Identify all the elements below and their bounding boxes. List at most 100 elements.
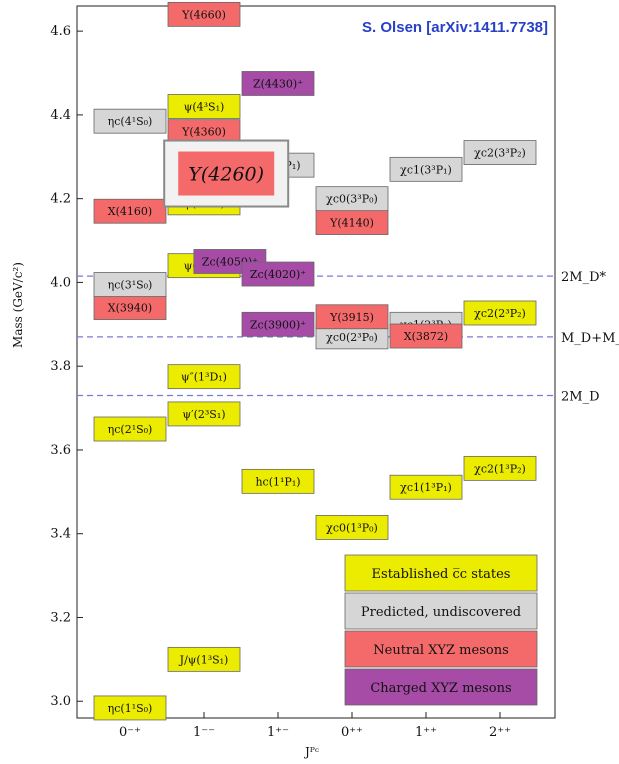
- y-tick-label: 4.6: [50, 24, 71, 39]
- y-tick-label: 4.2: [50, 192, 71, 207]
- state-label: Zc(3900)⁺: [250, 318, 306, 331]
- x-tick-label: 1⁻⁻: [193, 725, 215, 740]
- highlight-callout: Y(4260): [163, 139, 290, 208]
- state-label: X(4160): [108, 205, 152, 218]
- legend-item: Charged XYZ mesons: [344, 668, 538, 706]
- legend-label: Established c̅c states: [372, 567, 511, 582]
- state-box: Z(4430)⁺: [241, 71, 315, 96]
- state-rect: [167, 401, 241, 427]
- legend-swatch: [344, 592, 538, 630]
- credit-label: S. Olsen [arXiv:1411.7738]: [362, 19, 548, 36]
- state-label: hc(1¹P₁): [255, 475, 300, 488]
- state-label: ηc(1¹S₀): [108, 702, 153, 715]
- state-label: J/ψ(1³S₁): [179, 653, 229, 666]
- state-box: ηc(1¹S₀): [93, 695, 167, 721]
- state-rect: [93, 416, 167, 442]
- threshold-label: 2M_D: [561, 390, 600, 405]
- state-box: Y(4140): [315, 210, 389, 235]
- threshold-label: M_D+M_D*: [561, 331, 619, 346]
- state-box: χc2(2³P₂): [463, 300, 537, 326]
- state-label: Z(4430)⁺: [253, 77, 303, 90]
- state-label: Y(4360): [181, 126, 226, 139]
- state-rect: [93, 108, 167, 134]
- state-rect: [315, 210, 389, 235]
- state-boxes: ηc(1¹S₀) ηc(2¹S₀) X(3940) ηc(3¹S₀) X(4160) ηc…: [93, 1, 537, 721]
- state-label: ψ″(1³D₁): [181, 371, 227, 384]
- state-box: ψ″(1³D₁): [167, 364, 241, 390]
- state-box: ηc(4¹S₀): [93, 108, 167, 134]
- state-rect: [93, 272, 167, 297]
- x-axis: 0⁻⁺ 1⁻⁻ 1⁺⁻ 0⁺⁺ 1⁺⁺ 2⁺⁺: [119, 712, 511, 740]
- state-rect: [389, 323, 463, 349]
- legend-item: Predicted, undiscovered: [344, 592, 538, 630]
- state-box: X(3872): [389, 323, 463, 349]
- state-label: ψ(4³S₁): [184, 101, 225, 114]
- state-rect: [93, 695, 167, 721]
- state-label: χc1(1³P₁): [400, 481, 452, 494]
- y-tick-label: 4.0: [50, 275, 71, 290]
- legend-item: Neutral XYZ mesons: [344, 630, 538, 668]
- legend-label: Neutral XYZ mesons: [373, 643, 508, 658]
- legend: Established c̅c states Predicted, undisco…: [344, 554, 538, 706]
- x-tick-label: 0⁻⁺: [119, 725, 141, 740]
- y-tick-label: 3.6: [50, 443, 71, 458]
- state-box: hc(1¹P₁): [241, 468, 315, 494]
- state-box: ψ′(2³S₁): [167, 401, 241, 427]
- x-tick-label: 1⁺⁻: [267, 725, 289, 740]
- state-box: χc2(1³P₂): [463, 455, 537, 481]
- state-label: X(3940): [108, 302, 152, 315]
- state-rect: [463, 300, 537, 326]
- state-rect: [463, 140, 537, 165]
- state-rect: [315, 186, 389, 212]
- threshold-label: 2M_D*: [561, 270, 607, 285]
- state-label: χc2(3³P₂): [474, 147, 526, 160]
- state-rect: [315, 515, 389, 540]
- y-tick-label: 3.2: [50, 610, 71, 625]
- state-box: χc0(3³P₀): [315, 186, 389, 212]
- state-box: Zc(4020)⁺: [241, 261, 315, 287]
- legend-swatch: [344, 668, 538, 706]
- state-rect: [167, 364, 241, 390]
- legend-label: Predicted, undiscovered: [361, 605, 521, 620]
- state-label: χc2(2³P₂): [474, 307, 526, 320]
- state-box: χc1(3³P₁): [389, 156, 463, 182]
- state-rect: [93, 198, 167, 224]
- state-box: ηc(2¹S₀): [93, 416, 167, 442]
- state-box: χc2(3³P₂): [463, 140, 537, 165]
- state-label: ηc(4¹S₀): [108, 115, 153, 128]
- x-tick-label: 0⁺⁺: [341, 725, 363, 740]
- state-label: ηc(3¹S₀): [108, 279, 153, 292]
- state-label: χc0(2³P₀): [326, 331, 378, 344]
- threshold-lines: 2M_D* M_D+M_D* 2M_D: [77, 270, 619, 405]
- state-box: χc1(1³P₁): [389, 474, 463, 500]
- legend-label: Charged XYZ mesons: [370, 681, 511, 696]
- y-axis-title: Mass (GeV/c²): [11, 262, 25, 348]
- legend-item: Established c̅c states: [344, 554, 538, 592]
- state-label: Zc(4020)⁺: [250, 268, 306, 281]
- state-box: ηc(3¹S₀): [93, 272, 167, 297]
- x-tick-label: 1⁺⁺: [415, 725, 437, 740]
- state-box: ψ(4³S₁): [167, 94, 241, 119]
- state-label: X(3872): [404, 330, 448, 343]
- state-label: Y(4140): [329, 217, 374, 230]
- state-label: χc2(1³P₂): [474, 462, 526, 475]
- state-box: X(3940): [93, 295, 167, 320]
- legend-swatch: [344, 554, 538, 592]
- state-rect: [241, 311, 315, 337]
- highlight-box: [178, 151, 275, 196]
- y-tick-label: 3.8: [50, 359, 71, 374]
- state-label: χc0(1³P₀): [326, 521, 378, 534]
- state-box: Y(4660): [167, 1, 241, 27]
- state-box: Zc(3900)⁺: [241, 311, 315, 337]
- y-axis: 3.0 3.2 3.4 3.6 3.8 4.0 4.2 4.4 4.6: [50, 24, 83, 709]
- state-rect: [241, 71, 315, 96]
- state-rect: [241, 468, 315, 494]
- y-tick-label: 3.4: [50, 527, 71, 542]
- state-label: χc0(3³P₀): [326, 193, 378, 206]
- state-rect: [241, 261, 315, 287]
- state-label: ψ′(2³S₁): [182, 408, 225, 421]
- state-rect: [167, 646, 241, 672]
- x-axis-title: Jᴾᶜ: [303, 745, 319, 759]
- state-box: J/ψ(1³S₁): [167, 646, 241, 672]
